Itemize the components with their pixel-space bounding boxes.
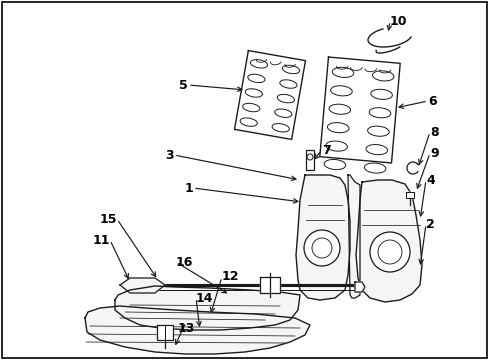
Text: 16: 16 [176,256,193,269]
Polygon shape [405,192,413,198]
Text: 8: 8 [429,126,438,139]
Text: 2: 2 [425,217,434,230]
Circle shape [304,230,339,266]
Circle shape [377,240,401,264]
Circle shape [369,232,409,272]
Polygon shape [354,282,364,292]
Text: 5: 5 [179,78,187,91]
Text: 9: 9 [429,147,438,159]
Polygon shape [85,306,309,354]
Polygon shape [115,286,299,330]
Polygon shape [260,277,280,293]
Bar [305,150,313,170]
Text: 1: 1 [184,181,193,194]
Text: 14: 14 [196,292,213,305]
Text: 7: 7 [321,144,330,157]
Polygon shape [347,175,359,298]
Circle shape [306,154,312,160]
Text: 6: 6 [427,95,436,108]
Polygon shape [355,180,421,302]
Polygon shape [234,50,305,139]
Circle shape [311,238,331,258]
Text: 15: 15 [99,212,117,225]
Polygon shape [319,57,399,163]
Text: 10: 10 [389,14,407,27]
Polygon shape [157,325,173,340]
Text: 4: 4 [425,174,434,186]
Text: 11: 11 [92,234,110,247]
Text: 3: 3 [165,149,174,162]
Polygon shape [295,175,349,300]
Text: 12: 12 [222,270,239,284]
Text: 13: 13 [177,322,194,335]
Polygon shape [120,278,164,293]
